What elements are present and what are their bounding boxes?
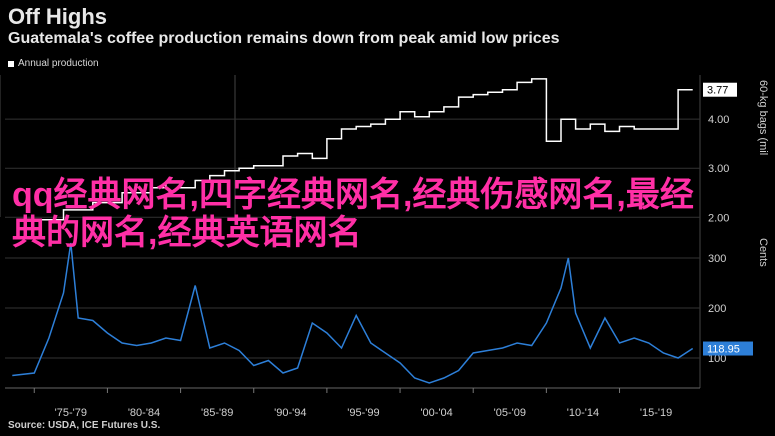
bottom-y-tick-label: 100: [708, 353, 726, 365]
production-line: [34, 78, 693, 221]
price-last-value-label: 118.95: [707, 344, 740, 356]
top-y-tick-label: 4.00: [708, 114, 729, 126]
price-line: [12, 242, 694, 384]
x-tick-label: '10-'14: [567, 407, 599, 419]
production-last-value-label: 3.77: [707, 85, 728, 97]
x-tick-label: '90-'94: [274, 407, 306, 419]
top-y-axis-label: 60-kg bags (mil: [757, 80, 769, 156]
legend: Annual production: [8, 58, 99, 69]
x-tick-label: '80-'84: [128, 407, 160, 419]
bottom-y-axis-label: Cents: [757, 238, 769, 267]
top-y-tick-label: 2.00: [708, 212, 729, 224]
chart-title: Off Highs: [8, 4, 107, 29]
x-tick-label: '00-'04: [420, 407, 452, 419]
top-y-tick-label: 3.00: [708, 163, 729, 175]
x-tick-label: '15-'19: [640, 407, 672, 419]
chart-subtitle: Guatemala's coffee production remains do…: [8, 30, 560, 47]
source-note: Source: USDA, ICE Futures U.S.: [8, 420, 161, 431]
bottom-y-tick-label: 300: [708, 253, 726, 265]
production-last-value-box: [703, 82, 737, 97]
x-tick-label: '05-'09: [494, 407, 526, 419]
x-tick-label: '95-'99: [347, 407, 379, 419]
legend-label: Annual production: [18, 58, 99, 69]
watermark-overlay: qq经典网名,四字经典网名,经典伤感网名,最经典的网名,经典英语网名: [12, 176, 694, 252]
x-tick-label: '85-'89: [201, 407, 233, 419]
legend-swatch: [8, 60, 14, 67]
x-tick-label: '75-'79: [55, 407, 87, 419]
price-last-value-box: [703, 341, 753, 356]
bottom-y-tick-label: 200: [708, 303, 726, 315]
